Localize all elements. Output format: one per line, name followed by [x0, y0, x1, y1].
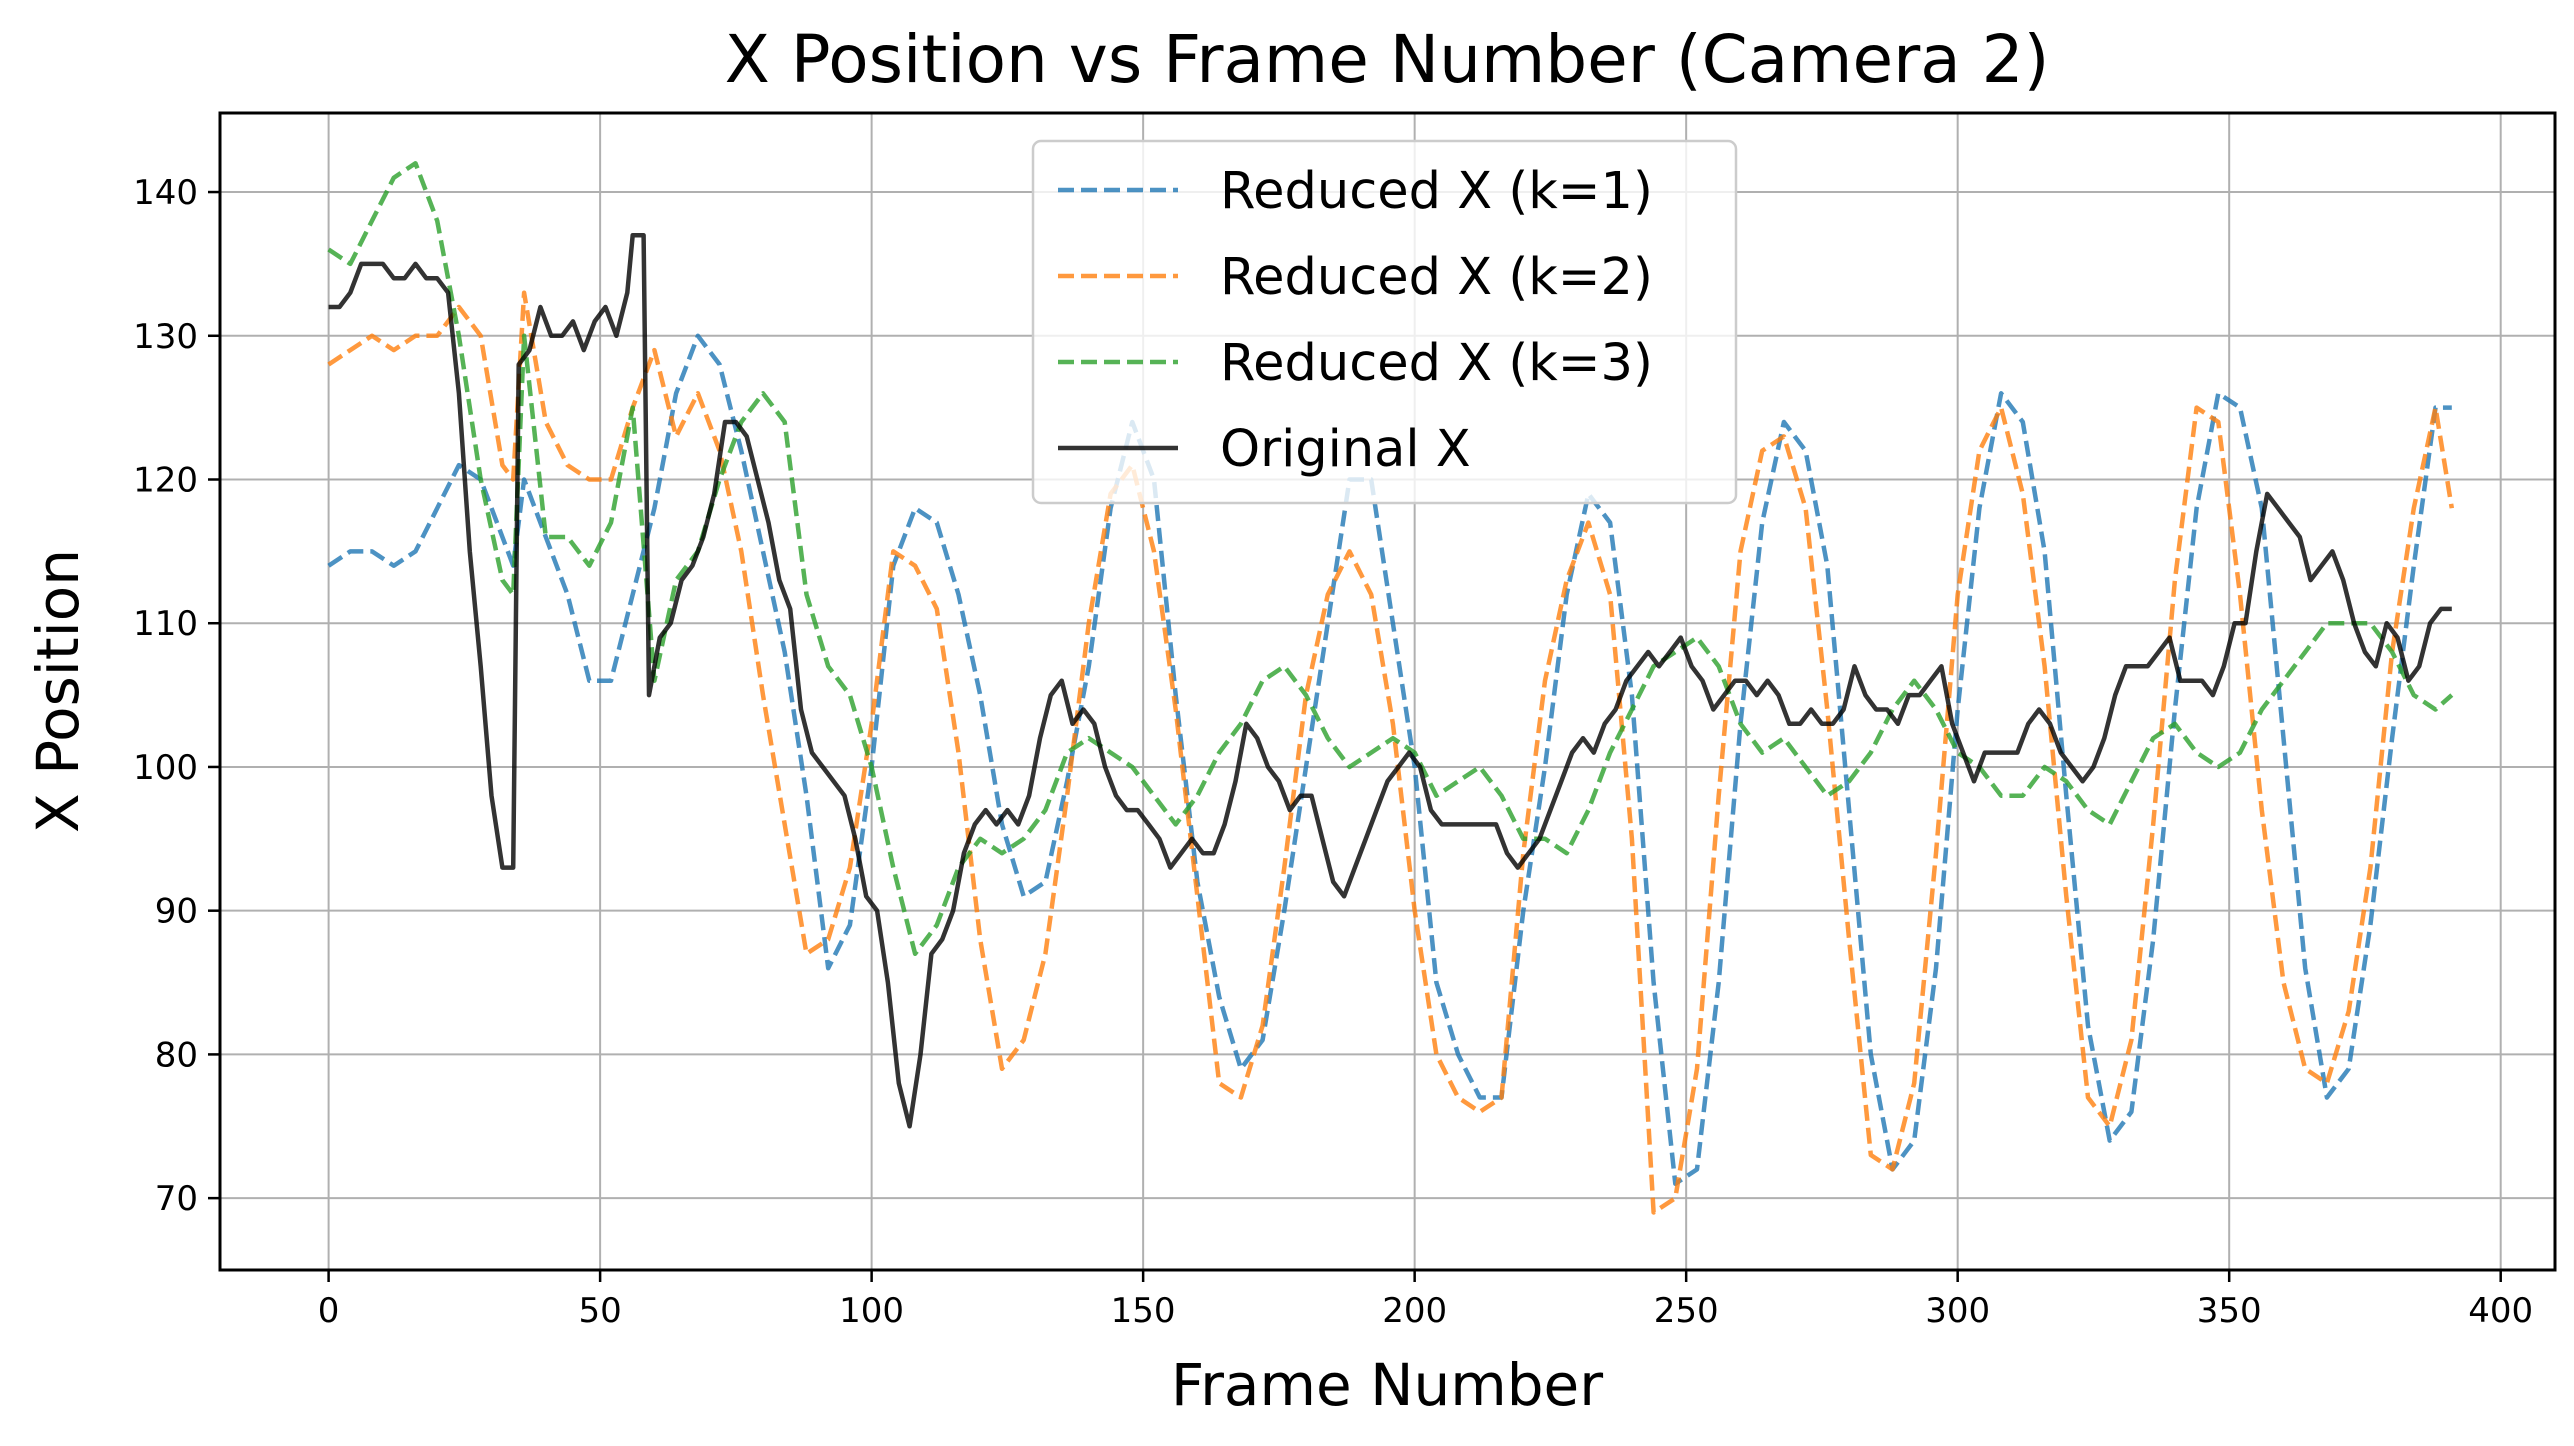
x-tick-label: 0: [318, 1291, 340, 1331]
y-tick-label: 70: [155, 1179, 198, 1219]
plot-lines: [327, 161, 2455, 1215]
y-tick-label: 110: [133, 604, 198, 644]
x-axis-label: Frame Number: [1171, 1351, 1603, 1419]
x-tick-label: 400: [2468, 1291, 2533, 1331]
legend-label: Reduced X (k=1): [1220, 162, 1653, 221]
x-tick-label: 50: [578, 1291, 621, 1331]
plot-frame: [218, 111, 2557, 1272]
x-tick-label: 300: [1925, 1291, 1990, 1331]
legend-box: [1031, 139, 1738, 505]
y-tick-label: 140: [133, 173, 198, 213]
series-line-reduced-x-k-2: [327, 290, 2455, 1215]
y-tick-label: 80: [155, 1035, 198, 1075]
series-line-reduced-x-k-1: [327, 333, 2452, 1187]
legend: Reduced X (k=1) Reduced X (k=2) Reduced X …: [1031, 139, 1738, 505]
series-line-original-x: [328, 232, 2452, 1129]
y-tick-label: 100: [133, 748, 198, 788]
x-tick-label: 250: [1654, 1291, 1719, 1331]
ticks: 0 50 100 150 200 250 300 350 400 70 80 90 100 110 120 1…: [133, 173, 2533, 1331]
x-tick-label: 150: [1111, 1291, 1176, 1331]
x-tick-label: 200: [1382, 1291, 1447, 1331]
x-tick-label: 350: [2197, 1291, 2262, 1331]
legend-label: Reduced X (k=3): [1220, 334, 1653, 393]
y-tick-label: 130: [133, 317, 198, 357]
chart-title: X Position vs Frame Number (Camera 2): [725, 21, 2050, 98]
y-tick-label: 120: [133, 461, 198, 501]
y-axis-label: X Position: [24, 549, 92, 833]
y-tick-label: 90: [155, 892, 198, 932]
legend-label: Reduced X (k=2): [1220, 248, 1653, 307]
x-tick-label: 100: [839, 1291, 904, 1331]
legend-label: Original X: [1220, 420, 1471, 479]
